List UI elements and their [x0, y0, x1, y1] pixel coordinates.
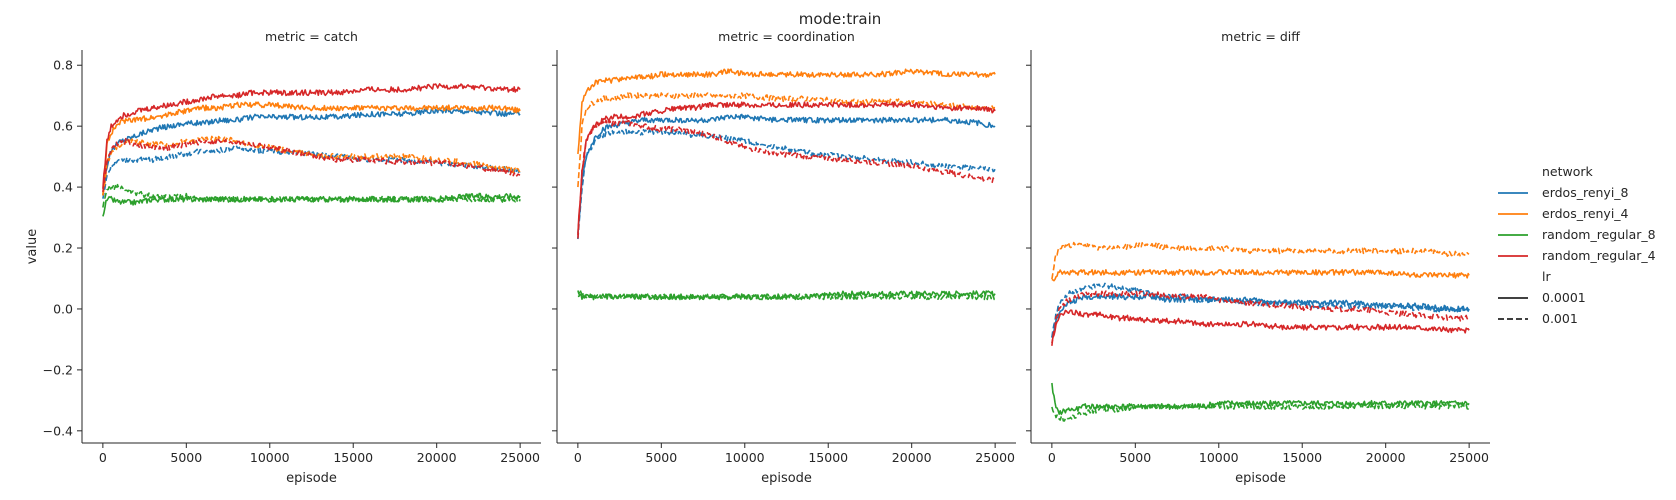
- legend-label-erdos-renyi-4: erdos_renyi_4: [1542, 206, 1629, 221]
- series-line-random-regular-8-lr-0-001: [102, 183, 521, 208]
- legend-label-lr-0-0001: 0.0001: [1542, 290, 1586, 305]
- y-tick-label: −0.4: [43, 423, 73, 438]
- x-tick-label: 15000: [1282, 450, 1322, 465]
- x-tick-label: 5000: [1119, 450, 1151, 465]
- series-line-random-regular-8-lr-0-0001: [577, 290, 996, 301]
- x-tick-label: 25000: [1449, 450, 1489, 465]
- x-tick-label: 10000: [1199, 450, 1239, 465]
- x-tick-label: 15000: [333, 450, 373, 465]
- legend-label-erdos-renyi-8: erdos_renyi_8: [1542, 185, 1629, 200]
- y-tick-label: 0.2: [53, 241, 73, 256]
- legend-hue-title: network: [1542, 164, 1594, 179]
- y-tick-label: 0.0: [53, 301, 73, 316]
- x-axis-label: episode: [1235, 471, 1286, 486]
- legend-style-title: lr: [1542, 269, 1551, 284]
- series-line-erdos-renyi-8-lr-0-001: [102, 144, 521, 199]
- x-tick-label: 20000: [417, 450, 457, 465]
- panel-2: metric = coordination 0 5000 10000 15000 2000…: [552, 29, 1016, 486]
- series-line-erdos-renyi-4-lr-0-0001: [577, 68, 996, 155]
- series-line-random-regular-8-lr-0-0001: [102, 192, 521, 217]
- series-line-random-regular-4-lr-0-001: [577, 119, 996, 239]
- x-axis-label: episode: [286, 471, 337, 486]
- panel-3: metric = diff 0 5000 10000 15000 20000 25000 ep…: [1026, 29, 1490, 486]
- x-tick-label: 25000: [500, 450, 540, 465]
- x-tick-label: 20000: [892, 450, 932, 465]
- series-line-random-regular-4-lr-0-0001: [1051, 309, 1470, 344]
- series-line-erdos-renyi-4-lr-0-0001: [102, 101, 521, 196]
- series-line-random-regular-4-lr-0-0001: [577, 101, 996, 236]
- series-line-erdos-renyi-8-lr-0-0001: [577, 113, 996, 234]
- y-tick-label: 0.6: [53, 119, 73, 134]
- series-line-erdos-renyi-8-lr-0-001: [577, 128, 996, 240]
- panel-1: metric = catch 0 5000 10000 15000 20000 25000 e…: [25, 29, 541, 486]
- legend-label-lr-0-001: 0.001: [1542, 311, 1578, 326]
- series-line-random-regular-8-lr-0-0001: [1051, 382, 1470, 416]
- x-tick-label: 15000: [808, 450, 848, 465]
- panel-title: metric = diff: [1221, 29, 1300, 44]
- series-line-random-regular-4-lr-0-001: [102, 137, 521, 193]
- x-tick-label: 20000: [1366, 450, 1406, 465]
- x-tick-label: 5000: [645, 450, 677, 465]
- x-tick-label: 10000: [250, 450, 290, 465]
- x-tick-label: 5000: [170, 450, 202, 465]
- series-line-erdos-renyi-4-lr-0-001: [577, 92, 996, 188]
- series-line-random-regular-4-lr-0-001: [1051, 290, 1470, 346]
- x-tick-label: 0: [574, 450, 582, 465]
- x-axis-label: episode: [761, 471, 812, 486]
- legend: network erdos_renyi_8 erdos_renyi_4 random_…: [1498, 164, 1656, 326]
- series-line-erdos-renyi-4-lr-0-0001: [1051, 268, 1470, 282]
- y-tick-label: −0.2: [43, 362, 73, 377]
- panels-group: metric = catch 0 5000 10000 15000 20000 25000 e…: [25, 29, 1490, 486]
- x-tick-label: 25000: [975, 450, 1015, 465]
- y-tick-label: 0.8: [53, 58, 73, 73]
- x-tick-label: 0: [99, 450, 107, 465]
- series-line-random-regular-8-lr-0-001: [1051, 402, 1470, 422]
- legend-label-random-regular-8: random_regular_8: [1542, 227, 1656, 242]
- series-line-erdos-renyi-4-lr-0-001: [1051, 241, 1470, 280]
- figure-suptitle: mode:train: [799, 10, 882, 28]
- x-tick-label: 0: [1048, 450, 1056, 465]
- legend-label-random-regular-4: random_regular_4: [1542, 248, 1656, 263]
- x-tick-label: 10000: [725, 450, 765, 465]
- y-axis-label: value: [25, 229, 40, 265]
- y-tick-label: 0.4: [53, 180, 73, 195]
- panel-title: metric = catch: [265, 29, 358, 44]
- series-line-random-regular-4-lr-0-0001: [102, 83, 521, 189]
- series-line-erdos-renyi-8-lr-0-0001: [102, 107, 521, 196]
- series-line-random-regular-8-lr-0-001: [577, 288, 996, 301]
- panel-title: metric = coordination: [718, 29, 855, 44]
